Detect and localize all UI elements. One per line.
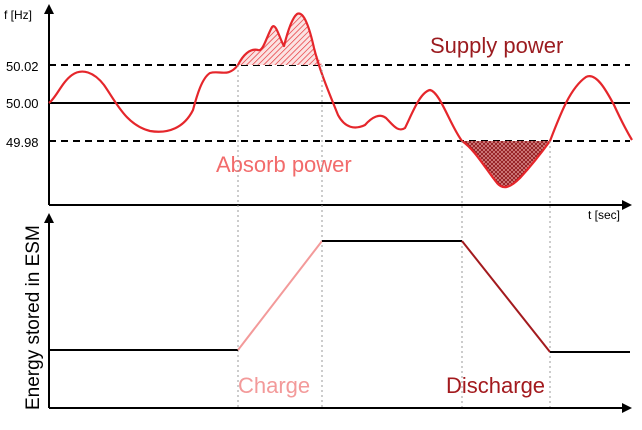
time-axis-label: t [sec]: [588, 208, 620, 222]
charge-label: Charge: [238, 373, 310, 398]
absorb-power-region: [462, 141, 550, 188]
frequency-y-axis-arrow-icon: [44, 4, 54, 14]
upper-threshold-label: 50.02: [6, 59, 39, 74]
energy-y-axis-arrow-icon: [44, 213, 54, 223]
lower-threshold-label: 49.98: [6, 135, 39, 150]
time-axis-bottom-arrow-icon: [622, 403, 632, 413]
discharge-label: Discharge: [446, 373, 545, 398]
energy-axis-label: Energy stored in ESM: [23, 225, 44, 410]
frequency-axis-label: f [Hz]: [4, 8, 32, 22]
time-axis-top-arrow-icon: [622, 200, 632, 210]
supply-power-label: Supply power: [430, 33, 563, 58]
absorb-power-label: Absorb power: [216, 152, 352, 177]
nominal-frequency-label: 50.00: [6, 96, 39, 111]
frequency-curve: [48, 12, 633, 189]
energy-discharge-ramp: [461, 240, 551, 353]
energy-charge-ramp: [237, 240, 323, 351]
